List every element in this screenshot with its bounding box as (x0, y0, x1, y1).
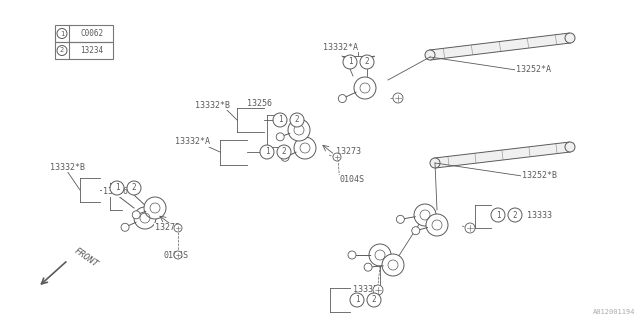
Circle shape (294, 137, 316, 159)
Circle shape (273, 113, 287, 127)
Text: 13332*B: 13332*B (50, 163, 85, 172)
Text: 1: 1 (115, 183, 119, 193)
Circle shape (393, 93, 403, 103)
Circle shape (144, 197, 166, 219)
Circle shape (396, 215, 404, 223)
Bar (55, 25, 113, 42)
Circle shape (174, 251, 182, 259)
Circle shape (373, 285, 383, 295)
Text: 2: 2 (132, 183, 136, 193)
Text: 2: 2 (60, 47, 64, 53)
Circle shape (350, 293, 364, 307)
Text: 13332*A: 13332*A (323, 43, 358, 52)
Circle shape (354, 77, 376, 99)
Circle shape (491, 208, 505, 222)
Text: A012001194: A012001194 (593, 309, 635, 315)
Text: 13332*A: 13332*A (175, 138, 210, 147)
Circle shape (508, 208, 522, 222)
Circle shape (369, 244, 391, 266)
Text: 1: 1 (496, 211, 500, 220)
Circle shape (57, 45, 67, 55)
Text: 13273: 13273 (336, 148, 361, 156)
Bar (55, 42, 113, 59)
Text: 0104S: 0104S (340, 175, 365, 185)
Text: 13252*B: 13252*B (522, 171, 557, 180)
Circle shape (565, 33, 575, 43)
Text: 2: 2 (513, 211, 517, 220)
Text: 13333: 13333 (527, 211, 552, 220)
Circle shape (174, 224, 182, 232)
Text: 0104S: 0104S (163, 251, 188, 260)
Circle shape (360, 55, 374, 69)
Circle shape (121, 223, 129, 231)
Circle shape (414, 204, 436, 226)
Circle shape (288, 119, 310, 141)
Circle shape (276, 133, 284, 141)
Text: 1: 1 (60, 30, 64, 36)
Text: FRONT: FRONT (72, 247, 99, 269)
Text: 13333: 13333 (353, 285, 378, 294)
Circle shape (281, 153, 289, 161)
Circle shape (565, 142, 575, 152)
Circle shape (290, 113, 304, 127)
Circle shape (132, 211, 140, 219)
Circle shape (426, 214, 448, 236)
Text: 2: 2 (365, 58, 369, 67)
Circle shape (260, 145, 274, 159)
Text: 1: 1 (355, 295, 359, 305)
Text: 2: 2 (372, 295, 376, 305)
Text: 13256: 13256 (247, 99, 272, 108)
Text: 2: 2 (282, 148, 286, 156)
Text: 13332*B: 13332*B (195, 100, 230, 109)
Circle shape (430, 158, 440, 168)
Circle shape (127, 181, 141, 195)
Text: 13256: 13256 (103, 188, 128, 196)
Circle shape (465, 223, 475, 233)
Circle shape (382, 254, 404, 276)
Circle shape (348, 251, 356, 259)
Circle shape (57, 28, 67, 38)
Text: 2: 2 (294, 116, 300, 124)
Text: 1: 1 (348, 58, 352, 67)
Circle shape (134, 207, 156, 229)
Circle shape (343, 55, 357, 69)
Circle shape (277, 145, 291, 159)
Text: 13234: 13234 (81, 46, 104, 55)
Text: 1: 1 (278, 116, 282, 124)
Circle shape (110, 181, 124, 195)
Circle shape (367, 293, 381, 307)
Polygon shape (435, 142, 571, 168)
Circle shape (339, 95, 346, 103)
Circle shape (412, 227, 420, 235)
Text: C0062: C0062 (81, 29, 104, 38)
Text: 13252*A: 13252*A (516, 66, 551, 75)
Circle shape (425, 50, 435, 60)
Circle shape (333, 153, 341, 161)
Circle shape (364, 263, 372, 271)
Text: 1: 1 (265, 148, 269, 156)
Text: 13273: 13273 (155, 223, 180, 233)
Polygon shape (429, 33, 571, 60)
